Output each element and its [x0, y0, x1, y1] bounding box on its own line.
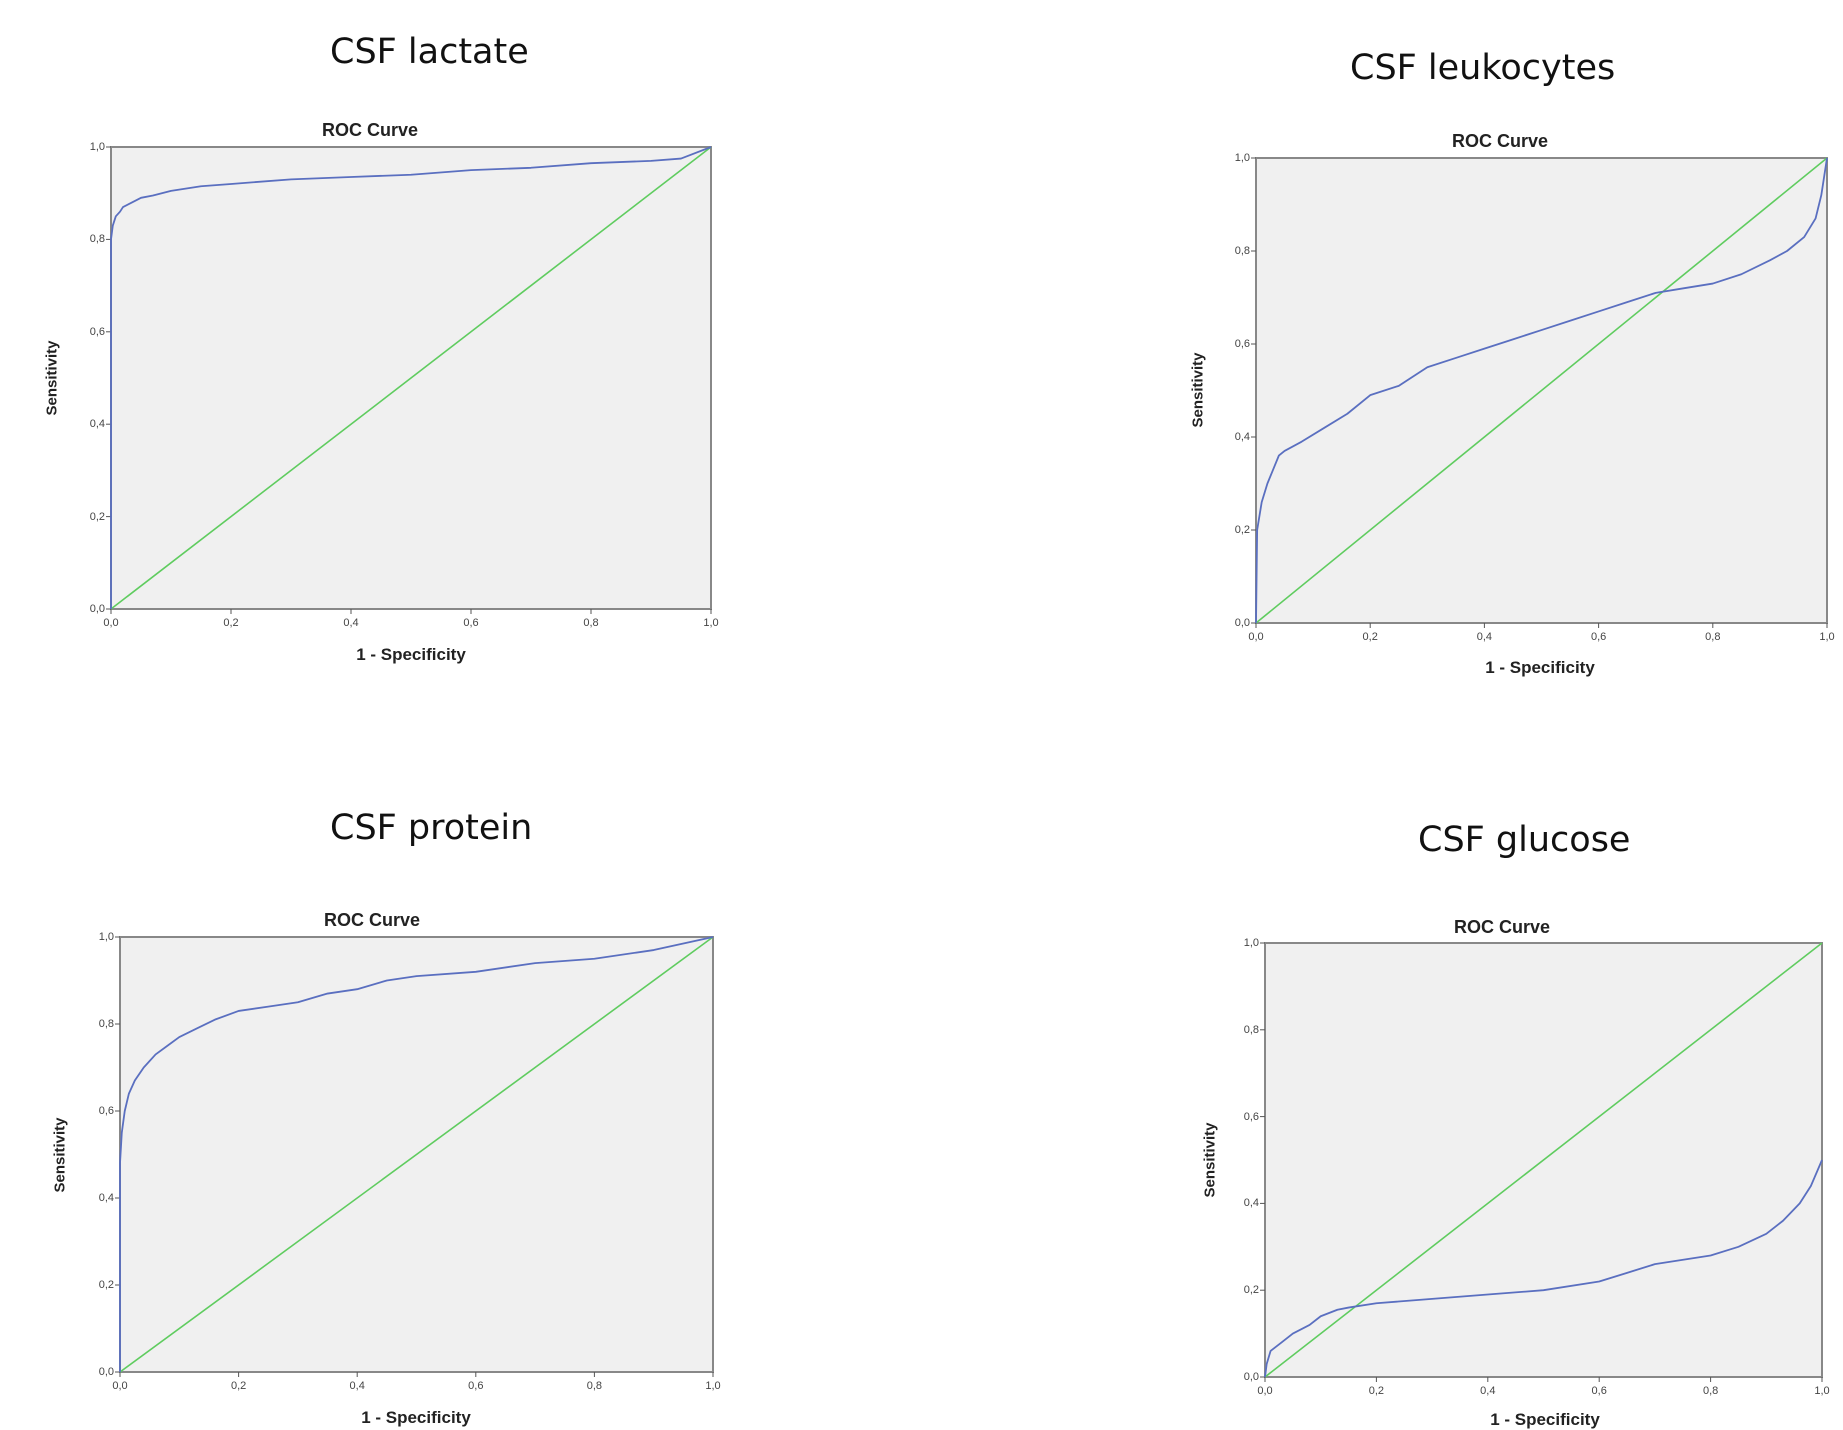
- y-tick-label: 0,4: [1243, 1197, 1259, 1210]
- y-tick-label: 1,0: [1243, 937, 1259, 949]
- y-axis-label: Sensitivity: [51, 1117, 69, 1193]
- y-tick-label: 0,2: [98, 1279, 114, 1291]
- y-tick-label: 0,8: [1243, 1023, 1259, 1036]
- x-tick-label: 0,8: [583, 617, 599, 629]
- x-tick-label: 0,0: [103, 617, 119, 629]
- x-tick-label: 0,0: [1248, 631, 1264, 643]
- x-tick-label: 1,0: [1819, 631, 1835, 643]
- x-tick-label: 0,4: [343, 617, 359, 629]
- plot-title: ROC Curve: [1453, 917, 1551, 937]
- x-tick-label: 0,6: [468, 1380, 484, 1392]
- y-tick-label: 0,0: [89, 603, 105, 615]
- x-tick-label: 0,2: [1362, 631, 1378, 643]
- y-tick-label: 1,0: [1234, 152, 1250, 164]
- y-tick-label: 0,4: [1234, 431, 1250, 443]
- x-tick-label: 1,0: [703, 617, 719, 629]
- y-tick-label: 1,0: [98, 931, 114, 943]
- y-tick-label: 1,0: [89, 141, 105, 153]
- x-tick-label: 0,4: [349, 1380, 365, 1392]
- roc-plot: [1251, 157, 1828, 628]
- plot-title: ROC Curve: [1451, 131, 1549, 151]
- y-axis-label: Sensitivity: [1189, 352, 1207, 428]
- roc-plot: [115, 936, 714, 1377]
- y-tick-label: 0,6: [1234, 338, 1250, 350]
- chart-heading: CSF leukocytes: [1350, 48, 1616, 88]
- x-tick-label: 0,2: [1368, 1385, 1385, 1397]
- chart-heading: CSF glucose: [1418, 820, 1631, 860]
- x-tick-label: 1,0: [1814, 1385, 1830, 1397]
- x-axis-label: 1 - Specificity: [1490, 1410, 1600, 1429]
- y-tick-label: 0,2: [89, 510, 105, 523]
- y-tick-label: 0,0: [1234, 617, 1250, 629]
- x-tick-label: 0,8: [586, 1380, 603, 1392]
- chart-heading: CSF protein: [330, 808, 533, 848]
- roc-plot: [1260, 942, 1823, 1382]
- x-tick-label: 0,4: [1480, 1385, 1496, 1397]
- plot-title: ROC Curve: [323, 910, 421, 930]
- x-tick-label: 1,0: [705, 1380, 721, 1392]
- x-tick-label: 0,6: [1590, 631, 1607, 643]
- y-tick-label: 0,2: [1234, 524, 1250, 536]
- roc-curve: [110, 146, 712, 609]
- y-tick-label: 0,8: [1234, 245, 1250, 257]
- y-tick-label: 0,8: [89, 233, 105, 246]
- roc-plot: [106, 146, 712, 614]
- reference-line: [110, 146, 712, 610]
- y-tick-label: 0,2: [1243, 1284, 1259, 1297]
- reference-line: [1264, 942, 1823, 1378]
- x-tick-label: 0,8: [1702, 1385, 1719, 1397]
- y-tick-label: 0,6: [89, 325, 105, 338]
- roc-curve: [1264, 1159, 1823, 1378]
- x-tick-label: 0,0: [112, 1380, 128, 1392]
- x-axis-label: 1 - Specificity: [1485, 658, 1595, 677]
- plot-title: ROC Curve: [321, 120, 419, 140]
- y-axis-label: Sensitivity: [43, 340, 61, 416]
- y-axis-label: Sensitivity: [1201, 1122, 1219, 1198]
- roc-curve: [119, 936, 714, 1372]
- x-tick-label: 0,0: [1257, 1385, 1273, 1397]
- y-tick-label: 0,6: [98, 1105, 114, 1117]
- reference-line: [119, 936, 714, 1373]
- x-tick-label: 0,4: [1476, 631, 1493, 643]
- x-tick-label: 0,6: [1591, 1385, 1607, 1397]
- y-tick-label: 0,6: [1243, 1110, 1259, 1123]
- y-tick-label: 0,4: [89, 418, 105, 431]
- y-tick-label: 0,0: [1243, 1371, 1259, 1383]
- y-tick-label: 0,4: [98, 1192, 114, 1204]
- y-tick-label: 0,8: [98, 1018, 114, 1030]
- chart-heading: CSF lactate: [330, 32, 529, 72]
- x-tick-label: 0,2: [230, 1380, 247, 1392]
- y-tick-label: 0,0: [98, 1366, 114, 1378]
- reference-line: [1255, 157, 1828, 624]
- x-tick-label: 0,2: [223, 617, 239, 629]
- x-tick-label: 0,8: [1705, 631, 1721, 643]
- x-axis-label: 1 - Specificity: [361, 1408, 471, 1427]
- roc-curve: [1255, 157, 1828, 624]
- x-axis-label: 1 - Specificity: [356, 645, 466, 664]
- x-tick-label: 0,6: [463, 617, 479, 629]
